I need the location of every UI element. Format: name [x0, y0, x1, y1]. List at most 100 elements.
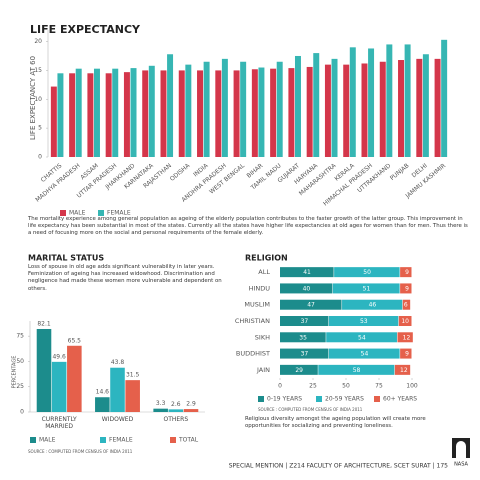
caption: Loss of spouse in old age adds significa… [28, 264, 222, 292]
value-label: 37 [301, 318, 309, 325]
value-label: 9 [405, 351, 409, 358]
bar-segment [397, 332, 413, 343]
value-label: 51 [363, 285, 371, 292]
value-label: 54 [361, 351, 369, 358]
y-tick-label: MUSLIM [244, 301, 270, 309]
value-label: 6 [404, 302, 408, 309]
y-tick-label: 75 [16, 333, 24, 340]
x-tick-label: 75 [375, 383, 383, 390]
bar [130, 68, 137, 157]
value-label: 46 [369, 302, 377, 309]
value-label: 29 [295, 367, 303, 374]
bar [87, 73, 94, 157]
bar [270, 68, 277, 157]
y-tick-label: JAIN [256, 366, 270, 374]
caption: The mortality experience among general p… [28, 216, 468, 237]
x-tick-label: UTTRAKHAND [356, 162, 392, 194]
bar-segment [400, 283, 412, 294]
bar-segment [334, 267, 400, 278]
legend-label: 60+ YEARS [383, 396, 417, 403]
y-tick-label: BUDDHIST [236, 350, 270, 358]
bar-segment [400, 348, 412, 359]
value-label: 47 [307, 302, 315, 309]
bar-segment [280, 267, 334, 278]
legend-label: MALE [39, 437, 56, 444]
bar-segment [280, 348, 329, 359]
y-tick-label: 25 [16, 383, 24, 390]
bar [57, 73, 64, 157]
bar [160, 70, 167, 157]
bar [183, 409, 199, 412]
value-label: 65.5 [68, 337, 82, 344]
title: RELIGION [245, 254, 288, 263]
bar [221, 58, 228, 158]
legend-label: FEMALE [107, 210, 131, 217]
y-tick-label: 5 [38, 125, 42, 132]
bar [50, 86, 57, 157]
bar-segment [332, 283, 400, 294]
bar-segment [328, 316, 399, 326]
x-tick-label: 50 [342, 383, 350, 390]
title: MARITAL STATUS [28, 254, 104, 263]
bar-segment [280, 283, 333, 294]
bar [142, 70, 149, 157]
value-label: 37 [301, 351, 309, 358]
bar-segment [328, 348, 400, 359]
value-label: 58 [353, 367, 361, 374]
bar [441, 39, 448, 157]
bar [215, 70, 222, 157]
y-tick-label: HINDU [249, 284, 271, 292]
x-tick-label: PUNJAB [389, 162, 411, 182]
bar-segment [280, 299, 342, 310]
bar [368, 48, 375, 157]
value-label: 10 [401, 318, 409, 325]
x-tick-label: WIDOWED [101, 416, 134, 423]
bar [185, 64, 192, 157]
value-label: 12 [400, 367, 408, 374]
x-tick-label: CURRENTLY MARRIED [41, 416, 77, 430]
value-label: 50 [363, 269, 371, 276]
y-axis-label: PERCENTAGE [12, 356, 18, 389]
bar-segment [280, 332, 326, 343]
value-label: 49.6 [52, 353, 66, 360]
y-tick-label: 0 [38, 154, 42, 161]
bar [398, 60, 405, 157]
y-tick-label: 10 [34, 96, 42, 103]
bar [69, 73, 76, 157]
bar [276, 61, 283, 157]
bar-segment [394, 364, 411, 375]
y-tick-label: 0 [20, 409, 24, 416]
bar [153, 408, 168, 412]
bar-segment [280, 316, 329, 326]
bar [288, 68, 295, 157]
x-tick-label: 100 [406, 383, 418, 390]
bar [125, 380, 140, 412]
value-label: 31.5 [126, 372, 140, 379]
source: SOURCE : COMPUTED FROM CENSUS OF INDIA 2… [28, 449, 133, 454]
legend-swatch [30, 437, 36, 443]
y-tick-label: CHRISTIAN [235, 317, 270, 325]
bar [306, 66, 313, 157]
y-tick-label: SIKH [255, 333, 270, 341]
bar [361, 63, 368, 157]
y-tick-label: 15 [34, 67, 42, 74]
bar [197, 70, 204, 157]
value-label: 3.3 [156, 400, 166, 407]
value-label: 41 [303, 269, 311, 276]
bar [379, 61, 386, 157]
bar [75, 68, 82, 157]
x-tick-label: 25 [309, 383, 317, 390]
legend-swatch [316, 396, 322, 402]
legend-swatch [170, 437, 176, 443]
legend-swatch [258, 396, 264, 402]
bar [324, 64, 331, 157]
y-tick-label: 50 [16, 358, 24, 365]
legend-swatch [98, 210, 104, 216]
value-label: 2.6 [171, 401, 181, 408]
bar [167, 54, 174, 157]
y-tick-label: ALL [258, 268, 270, 276]
bar [95, 397, 110, 412]
bar [168, 409, 184, 412]
bar [178, 70, 185, 157]
